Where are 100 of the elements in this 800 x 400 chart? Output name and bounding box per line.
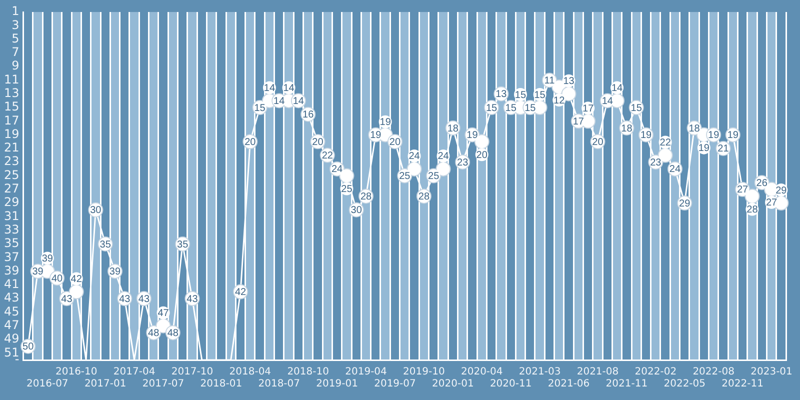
y-tick-label: 45 xyxy=(4,304,20,318)
y-tick-label: 13 xyxy=(4,86,20,100)
data-label: 47 xyxy=(158,308,170,320)
x-tick-label: 2017-04 xyxy=(113,366,156,378)
x-tick-label: 2020-11 xyxy=(490,378,532,390)
data-label: 14 xyxy=(264,82,276,94)
x-tick-label: 2018-10 xyxy=(287,366,329,378)
data-label: 14 xyxy=(611,82,624,94)
y-tick-label: 7 xyxy=(12,45,20,60)
data-label: 15 xyxy=(486,102,498,114)
data-label: 19 xyxy=(698,143,710,154)
data-label: 13 xyxy=(563,76,575,88)
data-label: 24 xyxy=(331,164,344,176)
x-tick-label: 2020-01 xyxy=(432,378,474,390)
data-label: 27 xyxy=(736,184,749,196)
y-tick-label: 17 xyxy=(4,113,20,128)
data-label: 15 xyxy=(524,102,536,114)
data-label: 19 xyxy=(708,130,720,142)
data-label: 22 xyxy=(322,150,334,162)
data-label: 19 xyxy=(640,130,652,142)
x-tick-label: 2017-10 xyxy=(171,366,214,378)
data-label: 20 xyxy=(592,136,604,148)
y-tick-label: 21 xyxy=(4,140,20,155)
data-label: 24 xyxy=(408,151,420,162)
data-label: 35 xyxy=(100,239,112,250)
data-label: 25 xyxy=(341,184,353,196)
data-label: 23 xyxy=(650,157,662,168)
data-label: 26 xyxy=(756,178,768,189)
data-label: 17 xyxy=(572,116,584,128)
x-tick-label: 2019-10 xyxy=(403,366,445,378)
x-tick-label: 2021-06 xyxy=(548,378,590,390)
data-label: 18 xyxy=(621,123,633,134)
y-tick-label: 29 xyxy=(4,195,20,210)
data-label: 25 xyxy=(399,171,411,182)
data-label: 43 xyxy=(119,294,131,305)
x-tick-label: 2018-07 xyxy=(258,378,300,390)
y-tick-label: 19 xyxy=(4,126,20,141)
data-label: 14 xyxy=(292,96,304,107)
y-tick-label: 31 xyxy=(4,208,20,223)
data-label: 35 xyxy=(177,239,189,250)
y-tick-label: 1 xyxy=(12,4,20,18)
y-tick-label: 5 xyxy=(12,31,20,46)
y-tick-label: 27 xyxy=(4,182,20,196)
x-tick-label: 2018-04 xyxy=(229,366,272,378)
data-label: 13 xyxy=(496,89,508,100)
y-tick-label: 23 xyxy=(4,154,20,168)
data-label: 43 xyxy=(61,294,73,305)
data-label: 39 xyxy=(42,254,54,265)
data-label: 15 xyxy=(505,102,517,114)
y-tick-label: 35 xyxy=(4,236,20,250)
x-tick-label: 2021-08 xyxy=(576,366,619,378)
data-label: 43 xyxy=(186,294,198,305)
data-label: 15 xyxy=(514,90,526,101)
data-label: 40 xyxy=(52,273,64,284)
data-label: 15 xyxy=(534,90,546,101)
data-label: 18 xyxy=(447,123,459,134)
x-tick-label: 2022-08 xyxy=(692,366,734,378)
data-label: 19 xyxy=(466,130,478,142)
data-label: 27 xyxy=(766,198,778,209)
data-label: 50 xyxy=(22,342,34,353)
x-tick-label: 2020-04 xyxy=(460,366,503,378)
data-label: 30 xyxy=(350,205,362,216)
data-label: 19 xyxy=(380,117,392,128)
x-tick-label: 2022-02 xyxy=(634,366,677,378)
y-tick-label: 39 xyxy=(4,263,20,278)
data-label: 42 xyxy=(234,287,246,298)
data-label: 11 xyxy=(544,75,556,86)
y-tick-label: 33 xyxy=(4,222,20,236)
data-label: 14 xyxy=(274,96,286,107)
x-tick-label: 2016-07 xyxy=(26,378,68,390)
y-tick-label: 43 xyxy=(4,290,20,305)
data-label: 39 xyxy=(32,266,44,278)
x-tick-label: 2021-11 xyxy=(606,378,648,390)
x-tick-label: 2021-03 xyxy=(518,366,561,378)
data-label: 48 xyxy=(167,328,179,339)
data-label: 20 xyxy=(476,150,488,161)
y-tick-label: 11 xyxy=(4,72,20,86)
data-label: 42 xyxy=(70,274,82,286)
data-label: 16 xyxy=(302,110,314,121)
x-tick-label: 2019-01 xyxy=(316,378,358,390)
data-label: 18 xyxy=(688,123,700,134)
data-label: 21 xyxy=(718,144,730,155)
y-tick-label: 41 xyxy=(4,277,20,292)
data-label: 19 xyxy=(370,130,382,142)
x-tick-label: 2018-01 xyxy=(200,378,242,390)
data-label: 12 xyxy=(554,95,566,106)
y-tick-label: 9 xyxy=(12,58,20,73)
data-label: 24 xyxy=(669,164,681,176)
data-label: 43 xyxy=(138,294,150,305)
data-label: 14 xyxy=(602,96,614,107)
data-label: 17 xyxy=(582,103,594,114)
data-label: 23 xyxy=(457,157,469,168)
data-label: 25 xyxy=(428,171,440,182)
data-label: 29 xyxy=(679,198,691,210)
data-label: 15 xyxy=(630,102,642,114)
data-label: 20 xyxy=(389,136,401,148)
data-label: 28 xyxy=(746,204,758,216)
y-tick-label: 3 xyxy=(12,18,20,32)
x-tick-label: 2019-07 xyxy=(374,378,416,390)
data-label: 30 xyxy=(90,205,102,216)
